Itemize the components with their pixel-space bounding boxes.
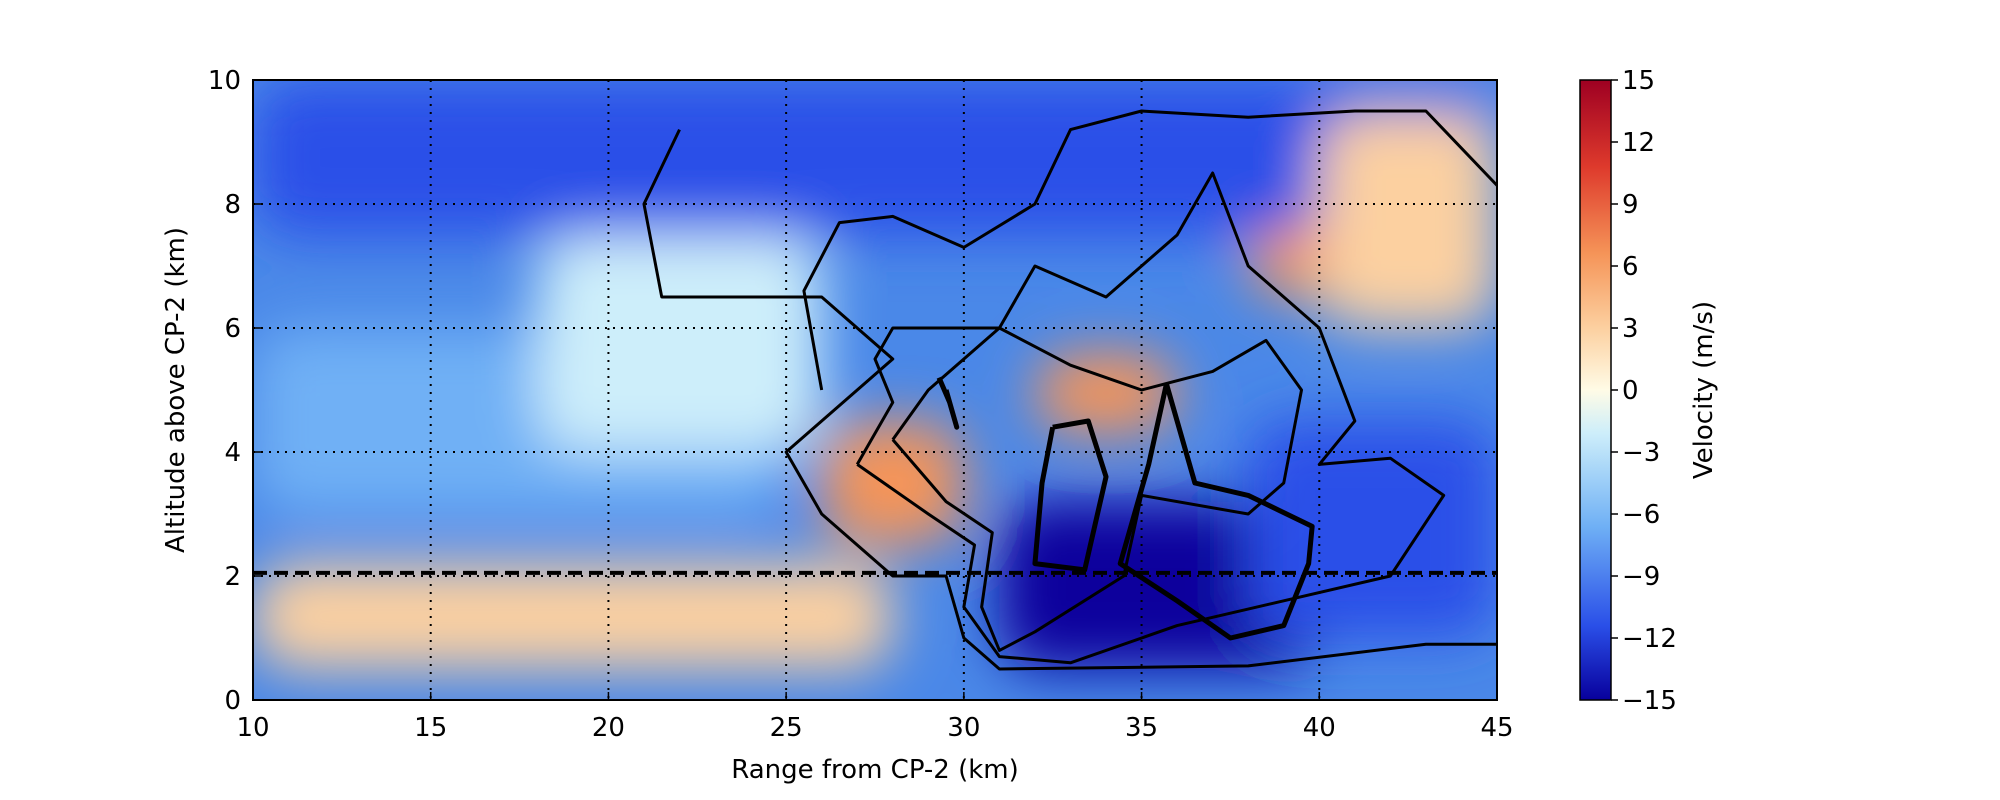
colorbar-tick-label: 6 (1622, 252, 1639, 282)
contour-line-1 (802, 109, 1497, 391)
colorbar-tick-label: 9 (1622, 190, 1639, 220)
colorbar-tick-label: −9 (1622, 562, 1660, 592)
y-tick-label: 6 (224, 314, 241, 344)
colorbar-tick-label: −12 (1622, 624, 1677, 654)
colorbar-ticks: 15 12 9 6 3 0 −3 −6 −9 −12 −15 (1611, 66, 1677, 716)
velocity-region-8 (999, 501, 1320, 669)
y-tick-label: 4 (224, 438, 241, 468)
velocity-region-9 (1248, 421, 1497, 638)
colorbar-tick-label: −6 (1622, 500, 1660, 530)
colorbar-tick-label: 12 (1622, 128, 1655, 158)
x-tick-label: 25 (770, 713, 803, 743)
contour-line-4 (1032, 418, 1109, 573)
velocity-region-3 (253, 563, 893, 669)
x-axis-label: Range from CP-2 (km) (731, 755, 1019, 785)
y-tick-label: 8 (224, 190, 241, 220)
velocity-region-0 (253, 80, 1497, 235)
plot-area: 10 15 20 25 30 35 40 45 0 2 4 6 8 10 (208, 66, 1514, 743)
contour-line-3 (891, 326, 1304, 652)
colorbar: 15 12 9 6 3 0 −3 −6 −9 −12 −15 Velocity (m/s) (1579, 66, 1719, 716)
reflectivity-contours (642, 109, 1497, 671)
contour-line-0 (642, 128, 1497, 671)
x-tick-label: 20 (592, 713, 625, 743)
colorbar-tick-label: −3 (1622, 438, 1660, 468)
contour-line-2 (855, 171, 1446, 665)
x-tick-label: 30 (947, 713, 980, 743)
y-axis-label: Altitude above CP-2 (km) (161, 227, 191, 553)
velocity-region-7 (1319, 111, 1497, 328)
x-tick-label: 15 (414, 713, 447, 743)
x-tick-label: 10 (236, 713, 269, 743)
plot-frame (252, 79, 1498, 701)
colorbar-tick-label: −15 (1622, 686, 1677, 716)
contour-line-5 (1117, 383, 1315, 641)
x-tick-label: 40 (1303, 713, 1336, 743)
colorbar-tick-label: 0 (1622, 376, 1639, 406)
contour-line-6 (936, 376, 960, 430)
y-tick-label: 0 (224, 686, 241, 716)
y-tick-label: 2 (224, 562, 241, 592)
x-tick-label: 35 (1125, 713, 1158, 743)
colorbar-tick-label: 3 (1622, 314, 1639, 344)
colorbar-gradient (1579, 79, 1612, 701)
colorbar-label: Velocity (m/s) (1689, 301, 1719, 479)
velocity-region-5 (1034, 352, 1178, 434)
y-tick-label: 10 (208, 66, 241, 96)
x-tick-label: 45 (1480, 713, 1513, 743)
velocity-region-2 (537, 235, 822, 452)
colorbar-tick-label: 15 (1622, 66, 1655, 96)
y-axis-ticks: 0 2 4 6 8 10 (208, 66, 261, 716)
x-axis-ticks: 10 15 20 25 30 35 40 45 (236, 692, 1514, 743)
